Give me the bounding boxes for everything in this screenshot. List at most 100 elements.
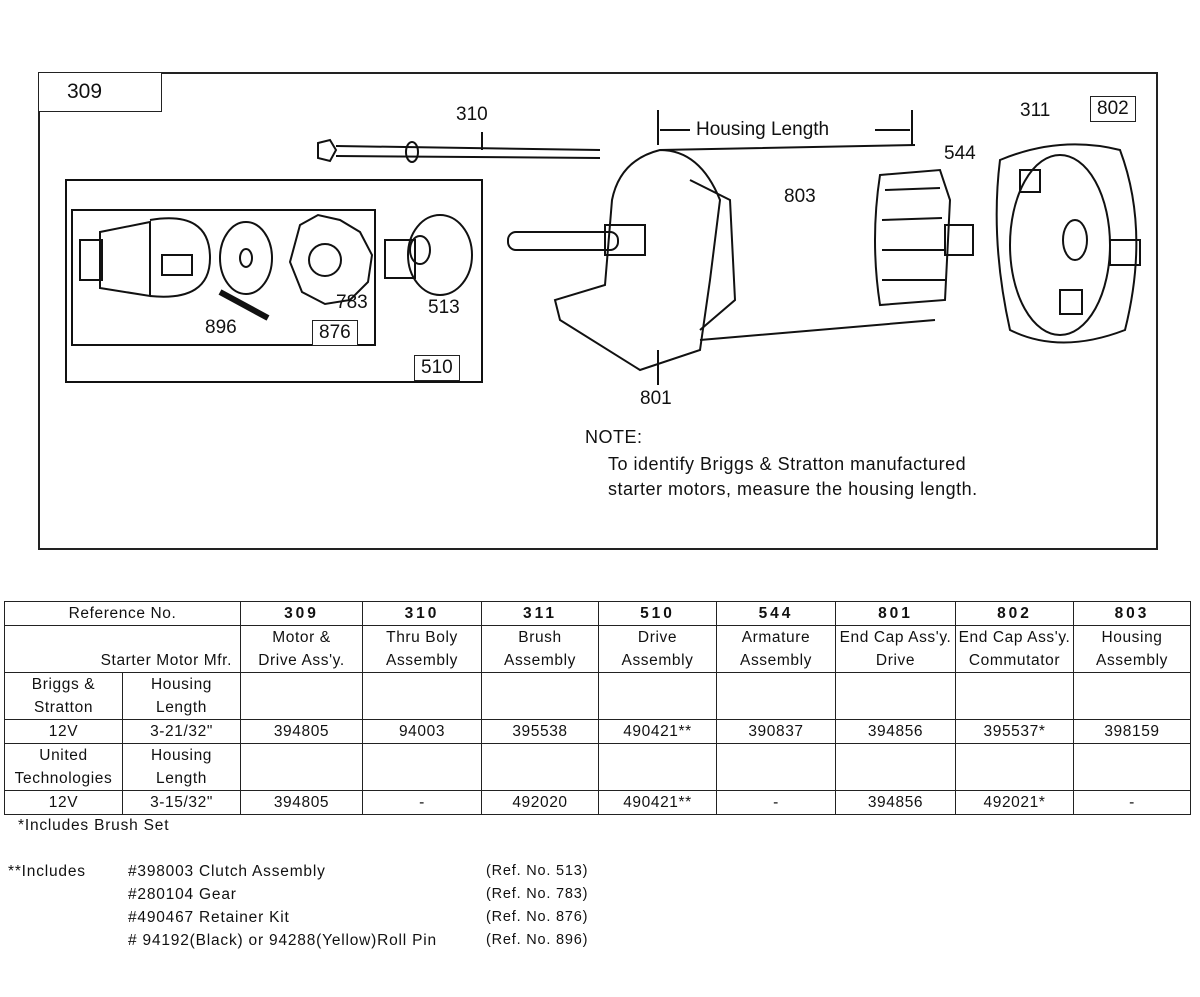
- empty-cell: [362, 672, 482, 720]
- part-number: 394805: [240, 719, 363, 744]
- reference-row: Reference No. 309 310 311 510 544 801 80…: [4, 601, 1191, 626]
- empty-cell: [481, 672, 599, 720]
- end-cap-drive-drawing: [507, 148, 737, 372]
- footnote-double-label: **Includes: [8, 863, 86, 880]
- empty-cell: [955, 743, 1074, 791]
- ref-801: 801: [835, 601, 956, 626]
- note-line-1: To identify Briggs & Stratton manufactur…: [608, 454, 967, 474]
- footnote-ref: (Ref. No. 783): [486, 886, 589, 902]
- desc-line: Brush: [518, 629, 562, 646]
- footnote-ref: (Ref. No. 896): [486, 932, 589, 948]
- empty-cell: [598, 672, 717, 720]
- ref-510: 510: [598, 601, 717, 626]
- part-number: -: [362, 790, 482, 815]
- callout-802: 802: [1090, 96, 1136, 122]
- desc-line: Assembly: [1096, 652, 1168, 669]
- desc-line: Assembly: [621, 652, 694, 669]
- column-description: Thru Boly Assembly: [362, 625, 482, 673]
- footnote-part: #280104 Gear: [128, 886, 237, 903]
- ref-802: 802: [955, 601, 1074, 626]
- column-description: Armature Assembly: [716, 625, 836, 673]
- voltage: 12V: [4, 719, 123, 744]
- reference-header: Reference No.: [4, 601, 241, 626]
- ref-310: 310: [362, 601, 482, 626]
- part-number: 492021*: [955, 790, 1074, 815]
- desc-line: Armature: [741, 629, 811, 646]
- manufacturer-name: United Technologies: [4, 743, 123, 791]
- part-number: 490421**: [598, 790, 717, 815]
- empty-cell: [716, 743, 836, 791]
- ref-544: 544: [716, 601, 836, 626]
- desc-line: End Cap Ass'y.: [839, 629, 952, 646]
- description-row: Starter Motor Mfr. Motor & Drive Ass'y. Th…: [4, 625, 1191, 673]
- manufacturer-name: Briggs & Stratton: [4, 672, 123, 720]
- voltage: 12V: [4, 790, 123, 815]
- callout-876: 876: [312, 320, 358, 346]
- desc-line: Drive: [875, 652, 916, 669]
- column-description: Motor & Drive Ass'y.: [240, 625, 363, 673]
- callout-896: 896: [205, 317, 237, 338]
- footnote-part: #490467 Retainer Kit: [128, 909, 290, 926]
- roll-pin-drawing: [218, 289, 270, 321]
- column-description: End Cap Ass'y. Commutator: [955, 625, 1074, 673]
- desc-line: Assembly: [386, 652, 458, 669]
- diagram-frame: [38, 72, 1158, 550]
- housing-length: 3-15/32": [122, 790, 241, 815]
- desc-line: Housing: [1101, 629, 1163, 646]
- clutch-drawing: [384, 214, 473, 296]
- desc-line: End Cap Ass'y.: [958, 629, 1071, 646]
- column-description: Drive Assembly: [598, 625, 717, 673]
- column-description: Housing Assembly: [1073, 625, 1191, 673]
- table-row: 12V 3-15/32" 394805-492020 490421** -394856 4…: [4, 790, 1191, 815]
- part-number: 394856: [835, 790, 956, 815]
- desc-line: Assembly: [504, 652, 576, 669]
- table-row: 12V 3-21/32" 394805 94003 395538 490421** 3908…: [4, 719, 1191, 744]
- end-cap-commutator-drawing: [995, 143, 1141, 344]
- footnote-part: #398003 Clutch Assembly: [128, 863, 326, 880]
- part-number: -: [716, 790, 836, 815]
- empty-cell: [835, 743, 956, 791]
- footnote-ref: (Ref. No. 876): [486, 909, 589, 925]
- housing-length: 3-21/32": [122, 719, 241, 744]
- callout-310: 310: [456, 104, 488, 125]
- note-title: NOTE:: [585, 427, 643, 447]
- empty-cell: [240, 743, 363, 791]
- gear-drawing: [288, 213, 374, 306]
- part-number: 398159: [1073, 719, 1191, 744]
- part-number: 492020: [481, 790, 599, 815]
- ref-311: 311: [481, 601, 599, 626]
- drive-assembly-box: [65, 179, 483, 383]
- thru-bolt-drawing: [317, 132, 601, 163]
- part-number: 395538: [481, 719, 599, 744]
- callout-513: 513: [428, 297, 460, 318]
- housing-length-label: Housing Length: [696, 119, 830, 140]
- empty-cell: [835, 672, 956, 720]
- washer-drawing: [219, 221, 273, 295]
- figure-reference-box: 309: [38, 72, 162, 112]
- part-number: 394856: [835, 719, 956, 744]
- retainer-kit-box: [71, 209, 376, 346]
- manufacturer-row: United Technologies Housing Length: [4, 743, 1191, 791]
- callout-510: 510: [414, 355, 460, 381]
- pinion-drawing: [79, 217, 212, 298]
- callout-801: 801: [640, 388, 672, 409]
- part-number: 490421**: [598, 719, 717, 744]
- ref-309: 309: [240, 601, 363, 626]
- housing-length-header: Housing Length: [122, 743, 241, 791]
- empty-cell: [1073, 743, 1191, 791]
- part-number: 94003: [362, 719, 482, 744]
- part-number: -: [1073, 790, 1191, 815]
- column-description: End Cap Ass'y. Drive: [835, 625, 956, 673]
- note-line-2: starter motors, measure the housing leng…: [608, 479, 978, 499]
- desc-line: Motor &: [272, 629, 331, 646]
- part-number: 395537*: [955, 719, 1074, 744]
- empty-cell: [481, 743, 599, 791]
- desc-line: Drive Ass'y.: [258, 652, 345, 669]
- empty-cell: [716, 672, 836, 720]
- empty-cell: [598, 743, 717, 791]
- exploded-diagram: [65, 110, 1141, 385]
- empty-cell: [362, 743, 482, 791]
- ref-803: 803: [1073, 601, 1191, 626]
- housing-drawing: [659, 144, 936, 341]
